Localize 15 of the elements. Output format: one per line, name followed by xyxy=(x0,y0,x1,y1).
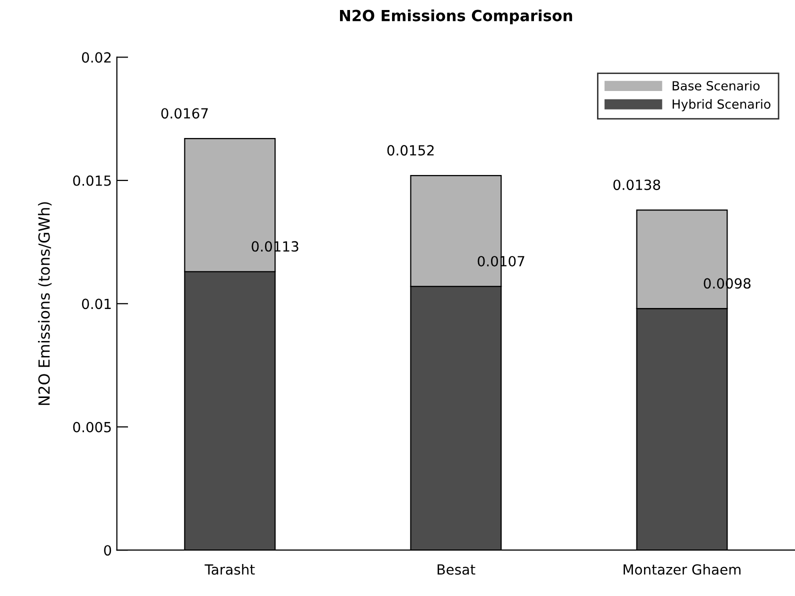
total-label: 0.0167 xyxy=(161,108,208,119)
y-tick-label: 0.02 xyxy=(82,52,111,63)
x-tick-label: Besat xyxy=(438,564,476,575)
y-tick-label: 0 xyxy=(104,545,112,556)
legend-label: Hybrid Scenario xyxy=(672,99,770,112)
y-axis-title: N2O Emissions (tons/GWh) xyxy=(38,202,52,405)
y-tick-label: 0.015 xyxy=(73,175,111,186)
y-tick-label: 0.005 xyxy=(73,422,111,432)
x-tick-label: Montazer Ghaem xyxy=(624,564,740,575)
x-tick-label: Tarasht xyxy=(204,564,255,575)
y-tick-label: 0.01 xyxy=(82,298,111,310)
legend-label: Base Scenario xyxy=(672,80,760,90)
total-label: 0.0138 xyxy=(613,180,660,190)
chart-title: N2O Emissions Comparison xyxy=(340,9,572,24)
total-label: 0.0152 xyxy=(387,145,434,156)
